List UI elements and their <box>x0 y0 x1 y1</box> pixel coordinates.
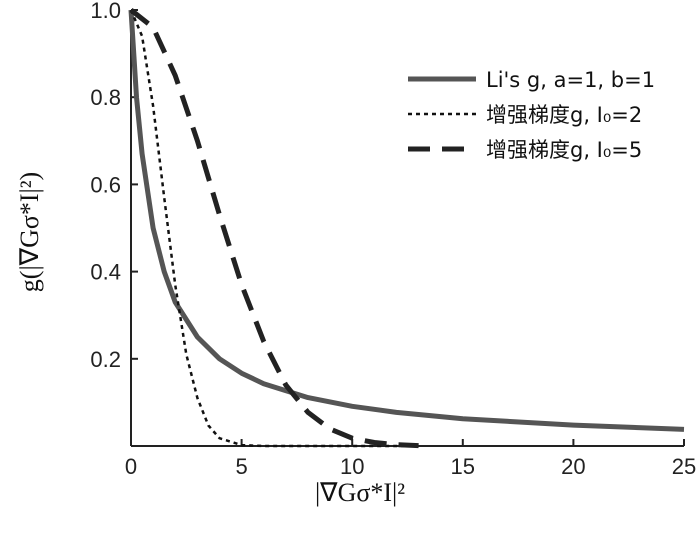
series-layer <box>128 8 685 449</box>
x-tick-label: 25 <box>672 454 696 479</box>
x-tick-label: 10 <box>340 454 364 479</box>
y-ticks: 0.2 0.4 0.6 0.8 1.0 <box>90 0 138 372</box>
y-tick-label: 0.4 <box>90 260 121 285</box>
series-line-2 <box>129 9 408 448</box>
legend: Li's g, a=1, b=1 增强梯度g, I₀=2 增强梯度g, I₀=5 <box>408 68 655 162</box>
series-line-1 <box>128 9 685 432</box>
x-axis-label: |∇Gσ*I|² <box>314 478 406 507</box>
y-axis-label: g(|∇Gσ*I|²) <box>15 171 44 293</box>
y-tick-label: 1.0 <box>90 0 121 23</box>
y-tick-label: 0.8 <box>90 85 121 110</box>
x-tick-label: 15 <box>451 454 475 479</box>
legend-label-2: 增强梯度g, I₀=2 <box>486 103 642 127</box>
y-tick-label: 0.6 <box>90 172 121 197</box>
x-tick-label: 20 <box>561 454 585 479</box>
legend-label-1: Li's g, a=1, b=1 <box>486 68 655 92</box>
x-tick-label: 5 <box>235 454 247 479</box>
legend-label-3: 增强梯度g, I₀=5 <box>486 138 642 162</box>
series-line-3 <box>129 8 419 449</box>
x-ticks: 0 5 10 15 20 25 <box>125 439 696 479</box>
x-tick-label: 0 <box>125 454 137 479</box>
y-tick-label: 0.2 <box>90 347 121 372</box>
